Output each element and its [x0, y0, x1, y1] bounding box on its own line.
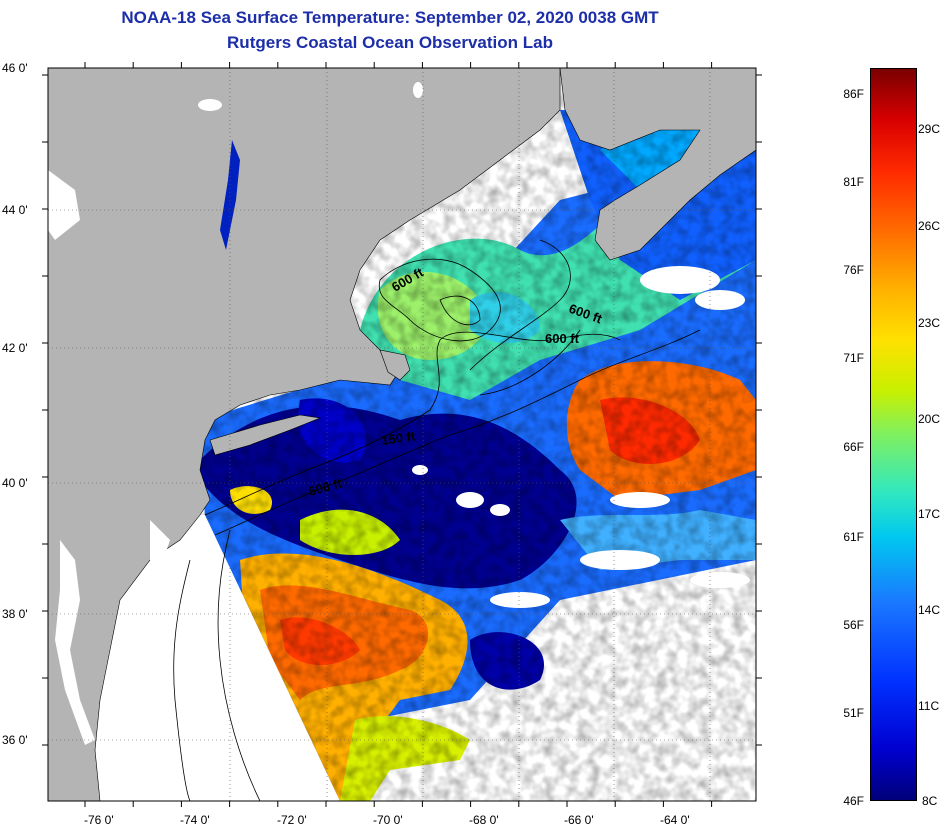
colorbar-f-label: 56F [843, 618, 864, 632]
colorbar [870, 68, 917, 801]
colorbar-f-label: 61F [843, 530, 864, 544]
colorbar-c-label: 23C [918, 316, 941, 330]
colorbar-f-label: 86F [843, 87, 864, 101]
lon-label: -76 0' [84, 813, 114, 827]
colorbar-c-label: 17C [918, 507, 941, 521]
map-title: NOAA-18 Sea Surface Temperature: Septemb… [121, 8, 659, 27]
lon-label: -68 0' [469, 813, 499, 827]
lat-label: 46 0' [2, 61, 28, 75]
colorbar-f-label: 46F [843, 794, 864, 808]
cape-cod [379, 349, 411, 381]
contour-label: 600 ft [545, 331, 580, 346]
colorbar-f-label: 81F [843, 175, 864, 189]
lon-label: -64 0' [660, 813, 690, 827]
colorbar-c-label: 20C [918, 412, 941, 426]
colorbar-f-label: 71F [843, 351, 864, 365]
colorbar-c-label: 11C [918, 699, 940, 713]
lat-label: 36 0' [2, 733, 28, 747]
lon-label: -74 0' [180, 813, 210, 827]
colorbar-f-label: 51F [843, 706, 864, 720]
lat-label: 38 0' [2, 607, 28, 621]
colorbar-c-label: 26C [918, 219, 941, 233]
map-subtitle: Rutgers Coastal Ocean Observation Lab [227, 33, 553, 52]
contour-label: 150 ft [380, 428, 416, 448]
colorbar-c-label: 14C [918, 603, 941, 617]
lat-label: 42 0' [2, 341, 28, 355]
lat-label: 44 0' [2, 203, 28, 217]
bathymetry-contours [173, 239, 701, 801]
colorbar-c-label: 29C [918, 122, 941, 136]
axis-ticks [42, 62, 762, 807]
lon-label: -72 0' [277, 813, 307, 827]
colorbar-f-label: 76F [843, 263, 864, 277]
lat-label: 40 0' [2, 476, 28, 490]
lon-label: -66 0' [564, 813, 594, 827]
land-mass [48, 68, 561, 801]
long-island [209, 414, 322, 456]
colorbar-c-label: 8C [922, 794, 938, 808]
lon-label: -70 0' [373, 813, 403, 827]
map-frame [47, 67, 757, 802]
colorbar-f-label: 66F [843, 440, 864, 454]
